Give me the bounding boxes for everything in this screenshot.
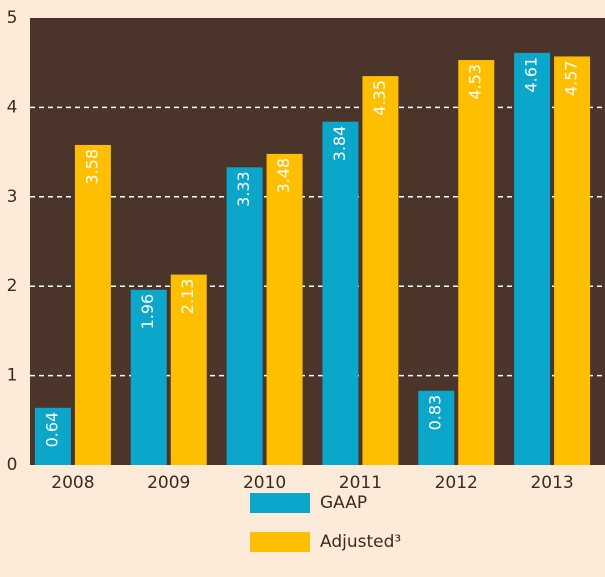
value-label: 3.33 (234, 171, 253, 207)
value-label: 4.61 (522, 57, 541, 93)
x-tick-label: 2011 (339, 473, 382, 493)
y-tick-label: 1 (7, 366, 18, 386)
bar (74, 144, 111, 465)
y-tick-label: 4 (7, 97, 18, 117)
bar (458, 60, 495, 465)
legend-label: Adjusted³ (320, 532, 401, 552)
legend-label: GAAP (320, 493, 367, 513)
value-label: 4.35 (370, 80, 389, 116)
bar (322, 121, 359, 465)
bar (514, 52, 551, 466)
x-tick-label: 2010 (243, 473, 286, 493)
value-label: 0.64 (42, 412, 61, 448)
y-tick-label: 3 (7, 187, 18, 207)
x-tick-label: 2009 (147, 473, 190, 493)
value-label: 1.96 (138, 294, 157, 330)
value-label: 0.83 (426, 395, 445, 431)
value-label: 4.57 (562, 60, 581, 96)
bar (226, 167, 263, 465)
bar (130, 289, 167, 465)
bar (34, 407, 71, 465)
value-label: 3.58 (82, 149, 101, 185)
legend-swatch (250, 493, 310, 513)
value-label: 3.84 (330, 126, 349, 162)
bar (554, 56, 591, 465)
x-tick-label: 2012 (435, 473, 478, 493)
x-tick-label: 2013 (530, 473, 573, 493)
legend-swatch (250, 532, 310, 552)
y-tick-label: 0 (7, 455, 18, 475)
y-tick-label: 5 (7, 8, 18, 28)
bar (170, 274, 207, 465)
plot-area (30, 18, 605, 465)
bar (362, 76, 399, 466)
value-label: 4.53 (466, 64, 485, 100)
value-label: 2.13 (178, 279, 197, 315)
x-tick-label: 2008 (51, 473, 94, 493)
y-tick-label: 2 (7, 276, 18, 296)
bar (266, 153, 303, 465)
value-label: 3.48 (274, 158, 293, 194)
bar (418, 390, 455, 465)
